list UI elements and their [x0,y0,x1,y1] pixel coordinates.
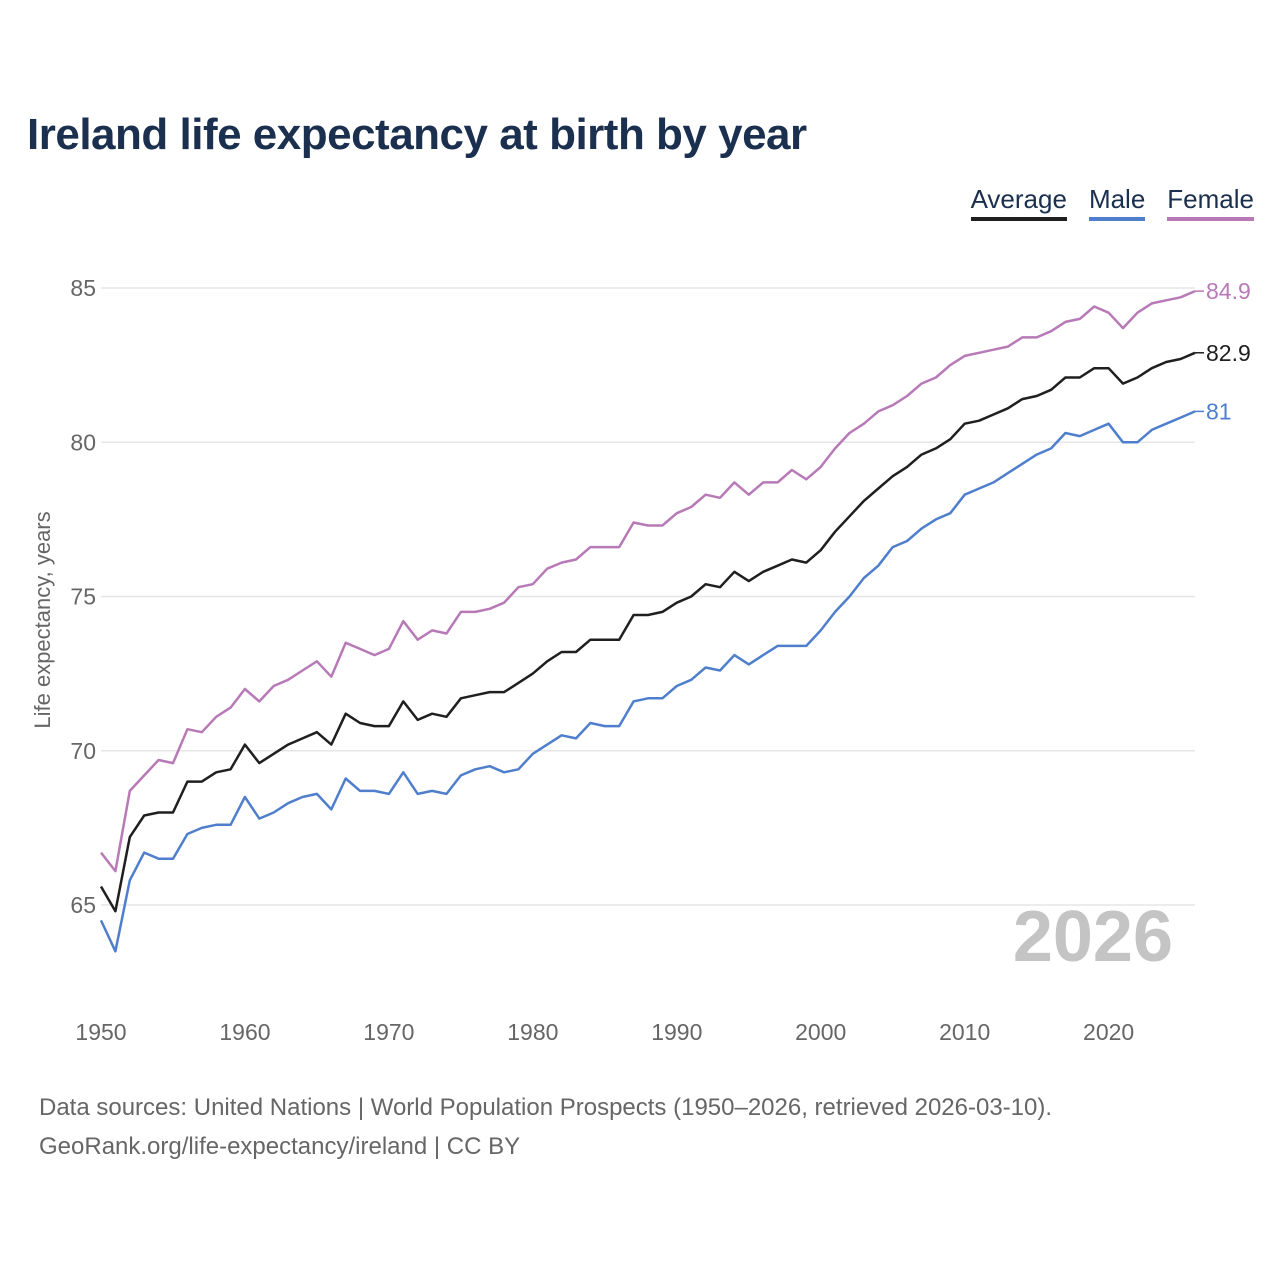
x-tick-label: 1950 [75,1019,126,1045]
year-watermark: 2026 [1013,897,1173,977]
x-tick-label: 1960 [219,1019,270,1045]
legend-male[interactable]: Male [1088,184,1146,221]
y-tick-label: 75 [70,584,96,610]
x-tick-label: 2020 [1083,1019,1134,1045]
legend: Average Male Female [970,184,1254,221]
end-label-average: 82.9 [1206,340,1251,366]
source-line-1: Data sources: United Nations | World Pop… [39,1094,1053,1121]
x-tick-label: 2010 [939,1019,990,1045]
series-line-average [99,351,1196,913]
y-tick-label: 65 [70,892,96,918]
y-axis-label: Life expectancy, years [30,511,55,728]
y-tick-label: 70 [70,738,96,764]
legend-female[interactable]: Female [1167,184,1254,221]
x-tick-label: 2000 [795,1019,846,1045]
x-tick-label: 1990 [651,1019,702,1045]
gridlines [101,287,1195,906]
y-tick-label: 80 [70,429,96,455]
y-axis-ticks: 65 70 75 80 85 [70,275,96,918]
series-lines: 82.9 81 84.9 [99,278,1251,953]
x-tick-label: 1970 [363,1019,414,1045]
x-tick-label: 1980 [507,1019,558,1045]
end-label-female: 84.9 [1206,278,1251,304]
y-tick-label: 85 [70,275,96,301]
chart-title: Ireland life expectancy at birth by year [27,110,807,159]
legend-average[interactable]: Average [970,184,1067,221]
end-label-male: 81 [1206,398,1232,424]
series-line-male [99,410,1196,953]
series-line-female [100,289,1196,873]
source-note: Data sources: United Nations | World Pop… [39,1088,1052,1166]
x-axis-ticks: 1950 1960 1970 1980 1990 2000 2010 2020 [75,1019,1134,1045]
source-line-2[interactable]: GeoRank.org/life-expectancy/ireland | CC… [39,1133,521,1160]
